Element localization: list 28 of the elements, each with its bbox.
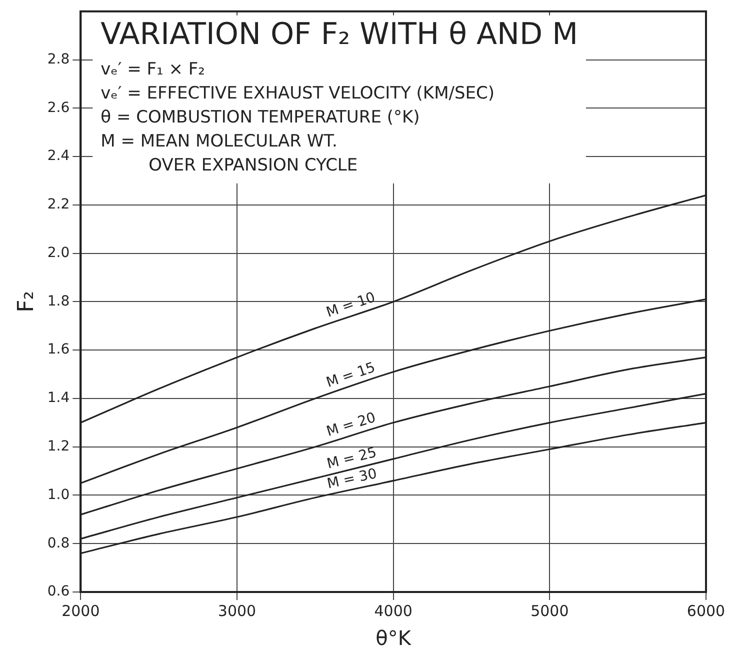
y-tick-label: 0.6	[47, 584, 70, 600]
y-tick-label: 2.8	[47, 51, 70, 68]
y-tick-label: 1.0	[47, 486, 70, 503]
y-tick-label: 0.8	[47, 535, 70, 552]
y-tick-label: 1.8	[47, 293, 70, 310]
text: M = 10	[324, 289, 378, 321]
x-tick-label: 4000	[374, 602, 412, 620]
x-tick-label: 2000	[62, 602, 100, 620]
text: M = 15	[324, 360, 378, 392]
x-tick-label: 5000	[530, 602, 569, 620]
annotation: OVER EXPANSION CYCLE	[148, 155, 358, 176]
y-tick-label: 2.0	[47, 244, 70, 261]
y-tick-label: 1.4	[47, 390, 70, 406]
annotation: vₑ′ = F₁ × F₂	[100, 59, 205, 80]
y-tick-label: 2.2	[47, 196, 70, 213]
text: M = 20	[324, 410, 378, 440]
annotation: vₑ′ = EFFECTIVE EXHAUST VELOCITY (KM/SEC)	[100, 83, 495, 104]
annotation: M = MEAN MOLECULAR WT.	[100, 131, 338, 152]
y-tick-label: 1.2	[47, 438, 70, 454]
y-tick-label: 2.4	[47, 148, 70, 164]
x-tick-label: 6000	[686, 602, 726, 620]
y-tick-label: 2.6	[47, 100, 70, 116]
annotation: θ = COMBUSTION TEMPERATURE (°K)	[100, 107, 420, 128]
x-axis-title: θ°K	[376, 626, 412, 650]
chart-title: VARIATION OF F₂ WITH θ AND M	[100, 17, 578, 52]
y-tick-label: 1.6	[47, 342, 70, 358]
x-tick-label: 3000	[218, 602, 256, 620]
y-axis-title: F₂	[14, 290, 39, 312]
